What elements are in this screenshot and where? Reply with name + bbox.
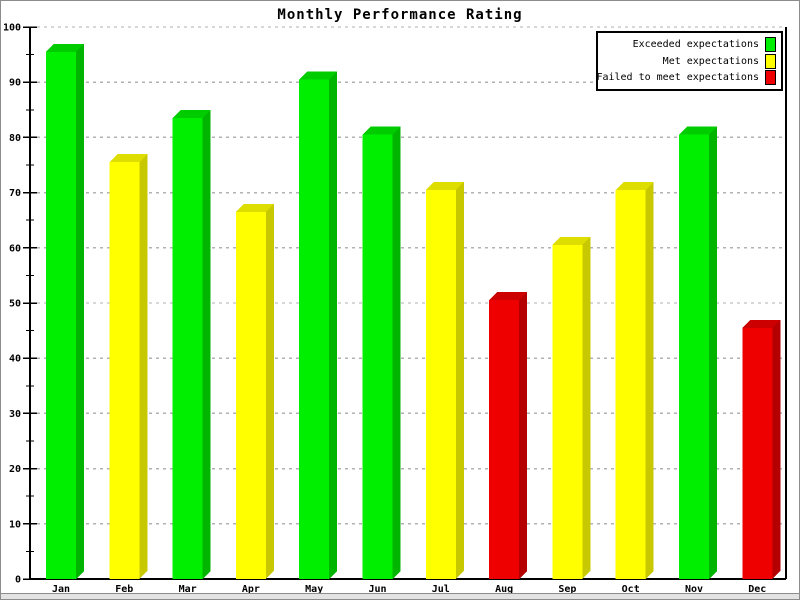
x-axis-label: May	[305, 584, 323, 595]
x-axis-label: Jul	[432, 584, 450, 595]
y-axis-label: 80	[9, 133, 21, 144]
bar-sep	[552, 237, 591, 580]
bar-oct	[615, 181, 654, 579]
bar-top-face	[425, 181, 464, 190]
bar-side-face	[455, 181, 464, 579]
x-axis-label: Mar	[179, 584, 197, 595]
bar-jan	[46, 43, 84, 579]
x-axis-label: Nov	[685, 584, 703, 595]
bar-side-face	[76, 43, 84, 579]
x-axis-label: Aug	[495, 584, 513, 595]
bar-top-face	[362, 126, 401, 135]
bar-side-face	[645, 181, 654, 579]
bar-side-face	[582, 237, 591, 580]
window-bottom-edge	[1, 593, 799, 599]
y-axis-label: 20	[9, 464, 21, 475]
x-axis-label: Dec	[748, 584, 766, 595]
bar-jul	[425, 181, 464, 579]
legend: Exceeded expectations Met expectations F…	[596, 31, 783, 91]
bar-top-face	[679, 126, 717, 135]
x-axis-label: Jan	[52, 584, 70, 595]
y-axis-label: 30	[9, 409, 21, 420]
y-axis-label: 50	[9, 299, 21, 310]
legend-item-failed: Failed to meet expectations	[596, 70, 776, 85]
bar-front-face	[615, 189, 646, 579]
y-axis-label: 0	[15, 575, 21, 586]
y-axis-label: 70	[9, 188, 21, 199]
legend-label-failed: Failed to meet expectations	[596, 72, 759, 83]
bar-front-face	[46, 51, 76, 579]
bar-apr	[235, 203, 274, 580]
bar-front-face	[742, 327, 773, 579]
y-axis-label: 10	[9, 519, 21, 530]
bar-front-face	[235, 211, 266, 580]
x-axis-label: Jun	[368, 584, 386, 595]
bar-front-face	[299, 79, 330, 579]
legend-swatch-met	[765, 53, 776, 69]
bar-side-face	[139, 154, 148, 580]
bar-dec	[742, 319, 781, 579]
bar-front-face	[109, 162, 140, 580]
bar-mar	[172, 110, 211, 579]
x-axis-label: Apr	[242, 584, 260, 595]
bar-front-face	[425, 189, 456, 579]
legend-swatch-failed	[765, 70, 776, 85]
bar-top-face	[46, 43, 84, 52]
bar-top-face	[109, 154, 148, 163]
bar-side-face	[202, 110, 211, 579]
y-axis-label: 40	[9, 354, 21, 365]
bar-top-face	[172, 110, 211, 119]
x-axis-label: Feb	[115, 584, 133, 595]
bar-aug	[489, 292, 528, 579]
bar-side-face	[265, 203, 274, 580]
bar-top-face	[615, 181, 654, 190]
bar-may	[299, 71, 338, 579]
x-axis-label: Sep	[558, 584, 576, 595]
x-axis-label: Oct	[622, 584, 640, 595]
bar-feb	[109, 154, 148, 580]
y-axis-label: 60	[9, 243, 21, 254]
bar-side-face	[709, 126, 717, 579]
bar-front-face	[552, 245, 583, 580]
bar-top-face	[489, 292, 528, 301]
bar-side-face	[329, 71, 338, 579]
bar-side-face	[772, 319, 781, 579]
y-axis-label: 100	[3, 23, 21, 34]
bar-side-face	[519, 292, 528, 579]
bar-top-face	[552, 237, 591, 246]
bar-front-face	[172, 118, 203, 579]
bar-front-face	[362, 134, 393, 579]
legend-swatch-exceeded	[765, 37, 776, 52]
legend-item-met: Met expectations	[603, 53, 776, 69]
legend-label-met: Met expectations	[662, 55, 759, 67]
bar-top-face	[235, 203, 274, 212]
bar-side-face	[392, 126, 401, 579]
legend-item-exceeded: Exceeded expectations	[603, 37, 776, 52]
bar-top-face	[742, 319, 781, 328]
y-axis-label: 90	[9, 78, 21, 89]
bar-front-face	[489, 300, 520, 579]
chart-title: Monthly Performance Rating	[277, 7, 523, 23]
legend-label-exceeded: Exceeded expectations	[632, 39, 759, 50]
bar-top-face	[299, 71, 338, 80]
bar-nov	[679, 126, 717, 579]
bar-front-face	[679, 134, 709, 579]
bar-jun	[362, 126, 401, 579]
